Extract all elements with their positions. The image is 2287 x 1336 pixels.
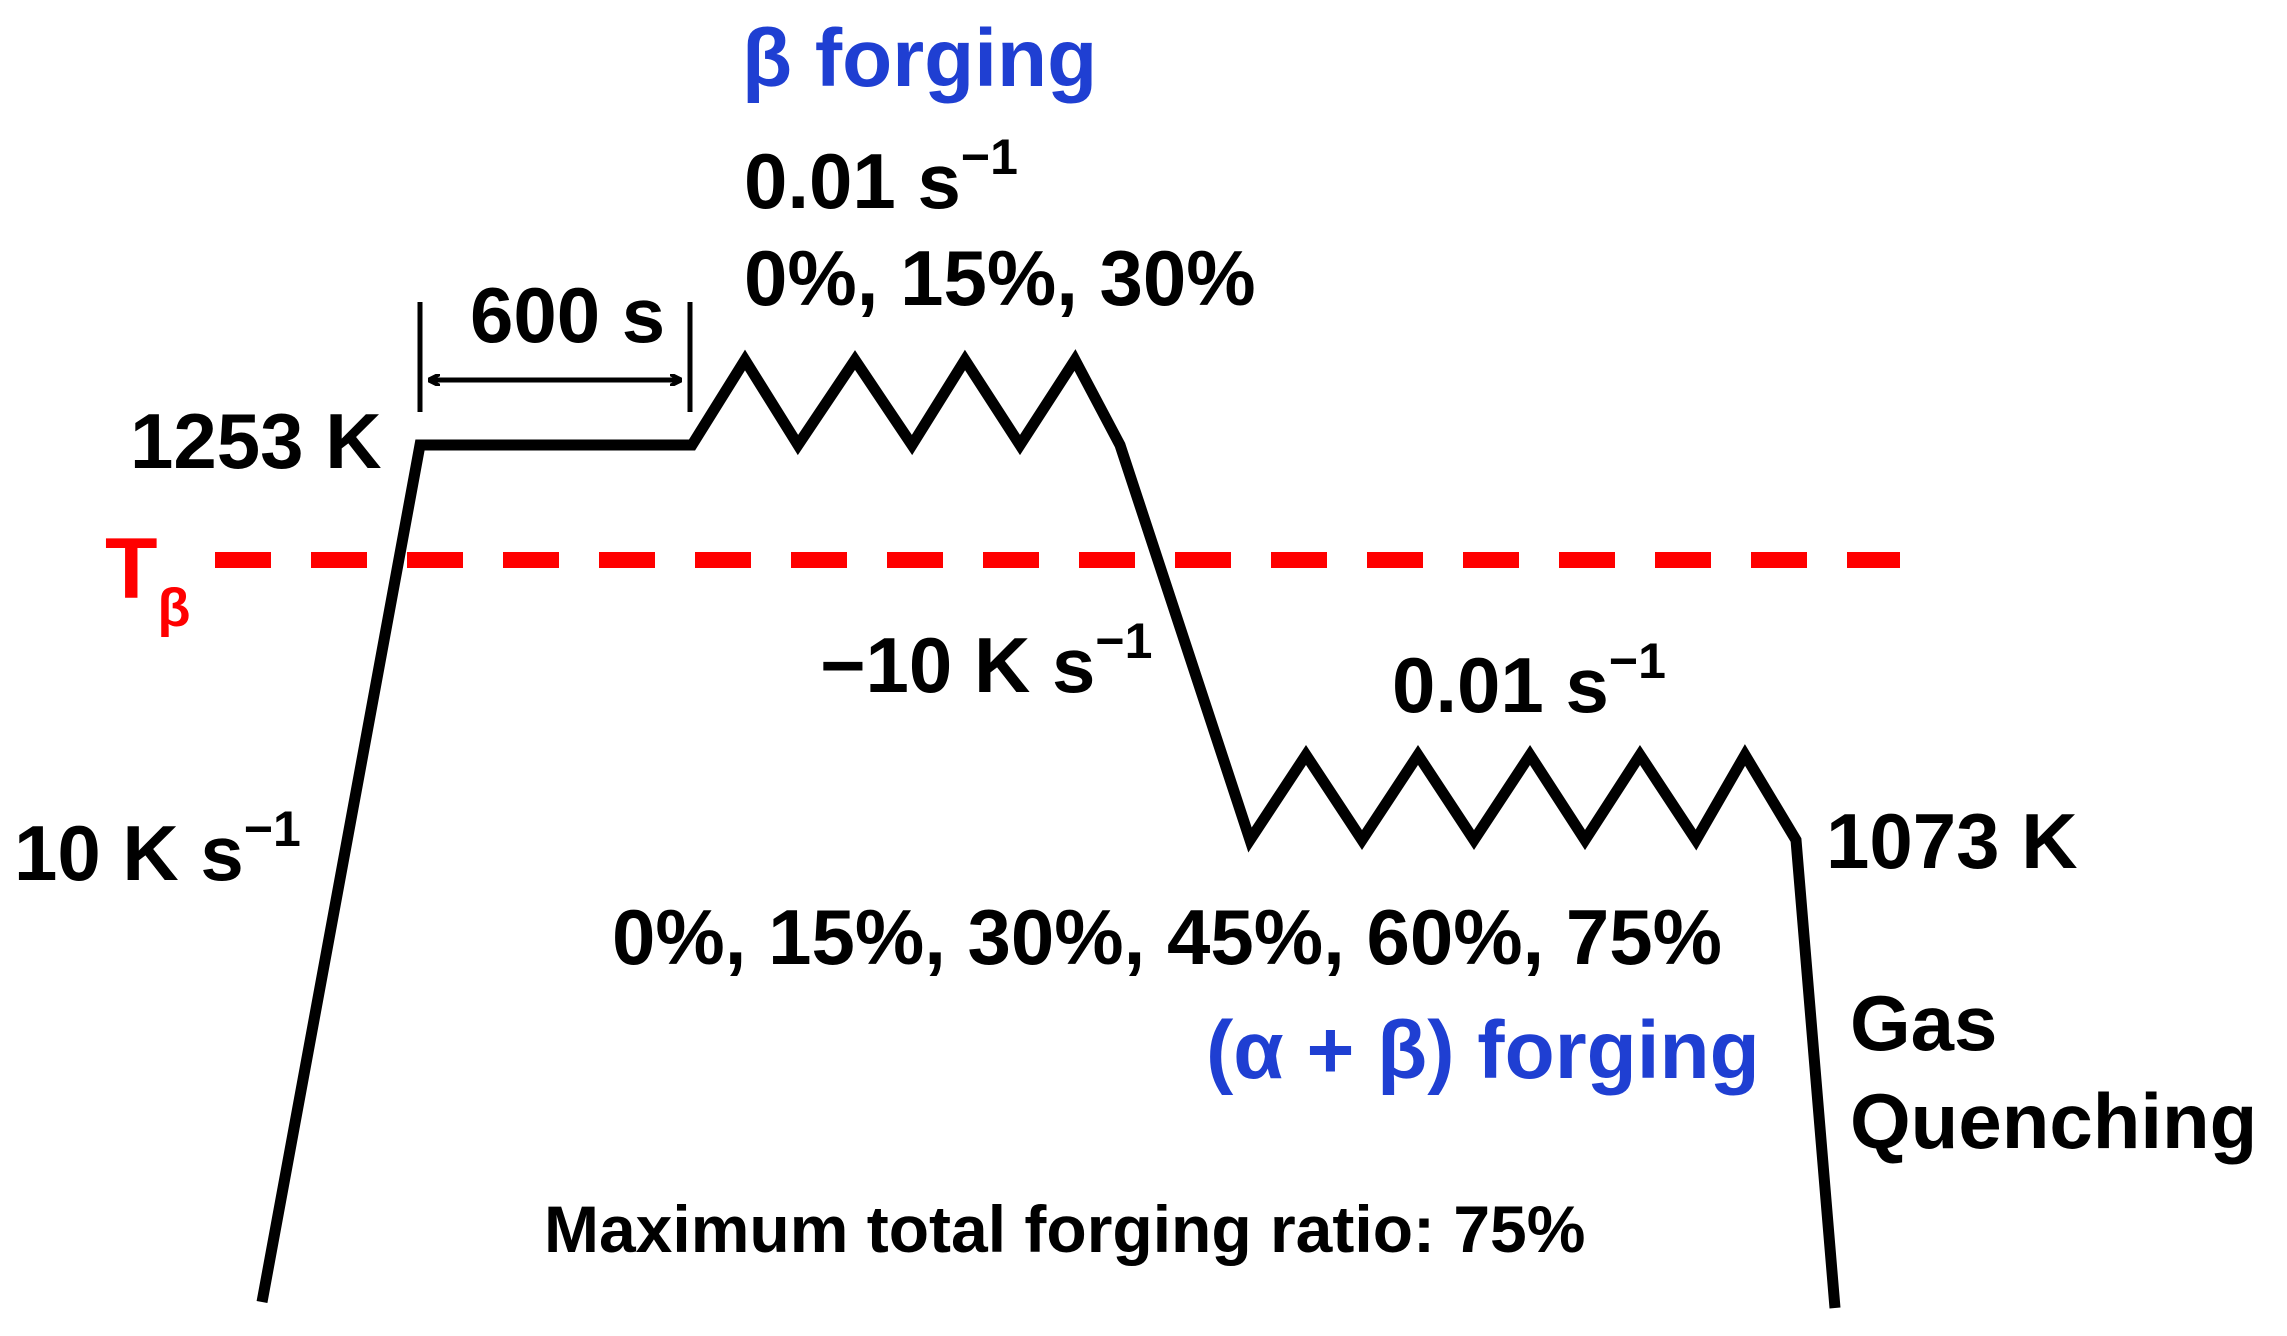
peak-temperature-label: 1253 K: [130, 397, 382, 485]
beta-reductions-label: 0%, 15%, 30%: [744, 234, 1256, 322]
beta-strain-rate-label: 0.01 s−1: [744, 129, 1018, 225]
heating-rate-label: 10 K s−1: [14, 801, 301, 897]
beta-forging-label: β forging: [742, 13, 1097, 104]
ab-temperature-label: 1073 K: [1826, 797, 2078, 885]
beta-transus-label: Tβ: [105, 521, 191, 638]
hold-time-label: 600 s: [470, 271, 665, 359]
cooling-rate-label: −10 K s−1: [820, 613, 1152, 709]
thermal-path: [256, 349, 1841, 1309]
gas-quench-label-line1: Gas: [1850, 979, 1997, 1067]
ab-strain-rate-label: 0.01 s−1: [1392, 633, 1666, 729]
ab-forging-label: (α + β) forging: [1206, 1005, 1760, 1096]
ab-reductions-label: 0%, 15%, 30%, 45%, 60%, 75%: [612, 893, 1722, 981]
max-forging-ratio-note: Maximum total forging ratio: 75%: [544, 1192, 1585, 1266]
gas-quench-label-line2: Quenching: [1850, 1077, 2257, 1165]
